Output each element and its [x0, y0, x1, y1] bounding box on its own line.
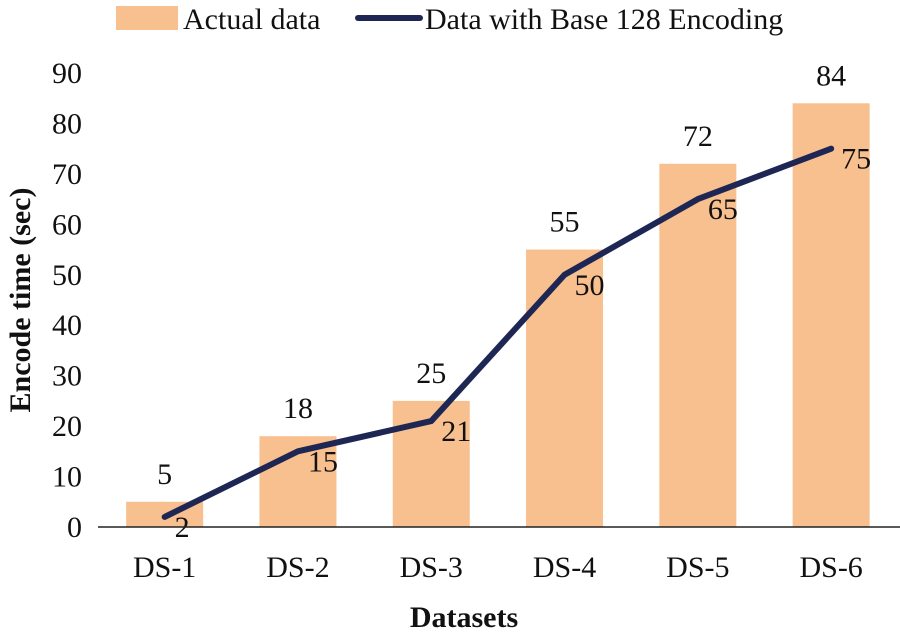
- y-axis-ticks: 0 10 20 30 40 50 60 70 80 90: [52, 57, 82, 544]
- legend: Actual data Data with Base 128 Encoding: [116, 3, 783, 36]
- x-axis-title: Datasets: [410, 601, 518, 634]
- bar-value-label: 84: [816, 59, 846, 92]
- bar-value-label: 18: [283, 392, 313, 425]
- bar-value-label: 25: [416, 357, 446, 390]
- bar-ds-5: [659, 163, 737, 528]
- bar-ds-4: [526, 249, 604, 528]
- y-tick-label: 20: [52, 410, 82, 443]
- bar-value-label: 5: [157, 458, 172, 491]
- y-tick-label: 0: [67, 511, 82, 544]
- legend-label-actual-data: Actual data: [183, 3, 320, 36]
- x-tick-label: DS-1: [133, 551, 196, 584]
- x-tick-label: DS-3: [400, 551, 463, 584]
- line-path: [161, 145, 835, 520]
- bar-value-label: 72: [683, 120, 713, 153]
- y-tick-label: 30: [52, 360, 82, 393]
- legend-label-base128: Data with Base 128 Encoding: [425, 3, 783, 36]
- line-value-label: 65: [708, 193, 738, 226]
- x-axis-ticks: DS-1 DS-2 DS-3 DS-4 DS-5 DS-6: [133, 551, 863, 584]
- y-tick-label: 80: [52, 107, 82, 140]
- bar-series-actual-data: [126, 103, 870, 528]
- line-series-base128: [161, 145, 835, 520]
- y-axis-title: Encode time (sec): [4, 188, 37, 413]
- line-value-label: 21: [441, 415, 471, 448]
- bar-data-labels: 5 18 25 55 72 84: [157, 59, 846, 491]
- x-tick-label: DS-4: [533, 551, 596, 584]
- line-value-label: 75: [841, 143, 871, 176]
- x-tick-label: DS-2: [266, 551, 329, 584]
- bar-ds-6: [792, 103, 870, 528]
- x-tick-label: DS-5: [666, 551, 729, 584]
- line-value-label: 15: [308, 445, 338, 478]
- y-tick-label: 50: [52, 259, 82, 292]
- y-tick-label: 90: [52, 57, 82, 90]
- bar-value-label: 55: [550, 206, 580, 239]
- y-tick-label: 40: [52, 309, 82, 342]
- x-tick-label: DS-6: [799, 551, 862, 584]
- legend-swatch-actual-data: [116, 6, 178, 30]
- y-tick-label: 10: [52, 461, 82, 494]
- y-tick-label: 60: [52, 208, 82, 241]
- y-tick-label: 70: [52, 158, 82, 191]
- line-value-label: 50: [575, 269, 605, 302]
